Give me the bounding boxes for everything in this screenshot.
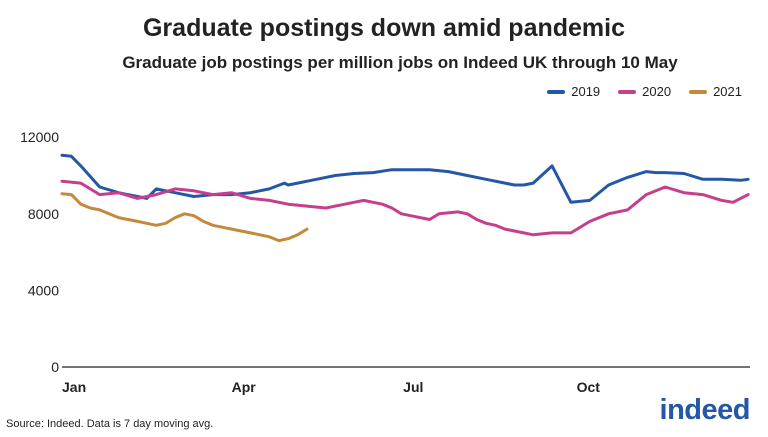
legend-item-2020: 2020 — [618, 84, 671, 99]
x-tick-label: Apr — [232, 379, 257, 395]
legend-item-2021: 2021 — [689, 84, 742, 99]
x-axis-ticks: Jan Apr Jul Oct — [62, 379, 600, 395]
legend: 2019 2020 2021 — [547, 84, 742, 99]
legend-item-2019: 2019 — [547, 84, 600, 99]
series-line-2019 — [60, 153, 750, 204]
legend-label-2021: 2021 — [713, 84, 742, 99]
y-axis-ticks: 0 4000 8000 12000 — [20, 129, 59, 375]
source-note: Source: Indeed. Data is 7 day moving avg… — [6, 418, 214, 430]
x-tick-label: Jul — [403, 379, 423, 395]
y-tick-label: 0 — [51, 359, 59, 375]
legend-label-2020: 2020 — [642, 84, 672, 99]
x-tick-label: Oct — [577, 379, 601, 395]
series-line-2020 — [60, 179, 750, 237]
legend-swatch-2019 — [547, 89, 566, 94]
x-tick-label: Jan — [62, 379, 86, 395]
legend-swatch-2021 — [689, 89, 708, 94]
series-lines — [60, 153, 750, 243]
y-tick-label: 12000 — [20, 129, 59, 145]
legend-label-2019: 2019 — [571, 84, 601, 99]
legend-swatch-2020 — [618, 89, 637, 94]
chart-subtitle: Graduate job postings per million jobs o… — [122, 53, 678, 72]
y-tick-label: 4000 — [28, 282, 59, 298]
series-line-2021 — [60, 192, 309, 243]
chart-title: Graduate postings down amid pandemic — [142, 14, 625, 42]
indeed-logo: indeed — [659, 394, 751, 426]
y-tick-label: 8000 — [28, 206, 59, 222]
